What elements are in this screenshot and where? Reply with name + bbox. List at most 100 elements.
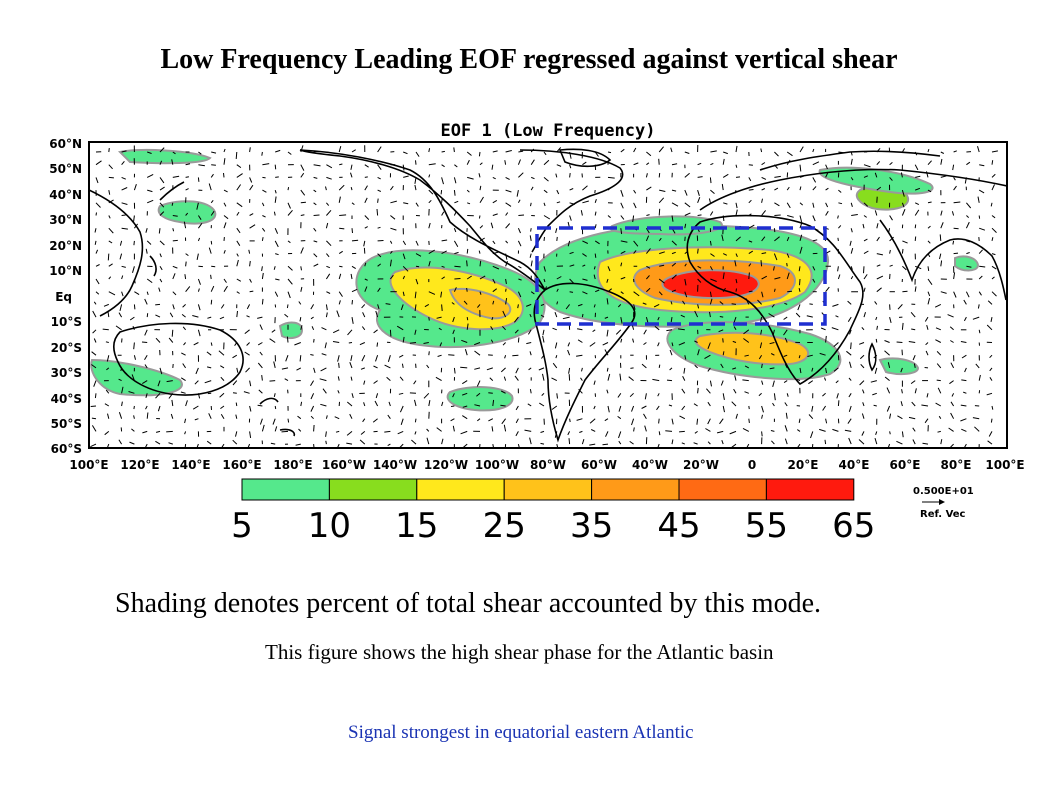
shear-vector [500,390,506,394]
shear-vector [517,443,520,448]
shear-vector [249,405,252,412]
shear-vector [364,164,369,168]
shear-vector [325,312,328,318]
shear-vector [697,304,700,309]
shear-vector [108,199,114,204]
shear-vector [926,393,929,398]
shear-vector [350,186,353,191]
shear-vector [236,291,240,294]
shear-vector [774,236,780,242]
shear-vector [607,176,615,179]
shear-vector [682,300,686,305]
shear-vector [159,253,162,258]
shear-vector [628,376,634,381]
shear-vector [657,443,660,448]
shear-vector [735,209,738,216]
shear-vector [310,415,314,420]
shear-vector [218,350,225,356]
shear-vector [825,335,827,343]
eof-figure: EOF 1 (Low Frequency) [49,121,1024,546]
shear-vector [709,211,714,216]
shear-vector [618,405,622,412]
shear-vector [541,354,545,359]
shear-vector [350,355,353,362]
shear-vector [453,211,457,216]
shear-vector [479,225,484,229]
shear-vector [351,228,353,234]
shear-vector [569,173,571,178]
shear-vector [723,151,728,155]
shear-vector [415,202,419,207]
shear-vector [95,291,100,295]
shear-vector [960,418,967,422]
shear-vector [197,215,202,220]
shear-vector [837,400,840,407]
shear-vector [783,354,788,357]
shear-vector [169,312,174,318]
shear-vector [466,323,469,330]
shear-vector [145,228,148,233]
shear-vector [184,444,187,448]
shear-vector [338,196,341,203]
shear-vector [403,202,409,205]
lat-label: 30°S [51,366,82,380]
shear-vector [105,341,109,343]
shear-vector [349,362,353,369]
shear-vector [556,189,560,195]
shear-vector [594,253,597,258]
shear-vector [121,150,127,153]
shear-vector [450,418,455,422]
shear-vector [582,278,588,281]
shear-vector [582,253,587,257]
shear-vector [247,443,251,448]
colorbar-swatch [591,478,680,501]
shear-vector [812,239,818,242]
shear-vector [705,428,711,432]
shear-vector [684,202,691,208]
shear-vector [313,227,317,232]
shear-vector [723,202,728,205]
shear-vector [718,329,724,333]
shear-vector [467,176,474,180]
shear-vector [236,164,242,169]
shear-vector [396,325,404,331]
shear-vector [107,311,110,318]
shear-vector [722,158,725,165]
shear-vector [986,324,993,331]
shear-vector [567,349,571,356]
shear-vector [875,431,878,435]
shear-vector [454,251,459,255]
shading-indian-east [878,357,920,376]
shear-vector [786,253,790,258]
shear-vector [964,367,967,373]
shear-vector [684,291,688,298]
shear-vector [146,278,153,284]
shear-vector [684,278,687,286]
shear-vector [409,342,417,344]
shear-vector [835,315,839,318]
shear-vector [462,443,468,448]
shear-vector [206,440,212,445]
shear-vector [414,177,417,184]
shear-vector [453,240,459,247]
shear-vector [682,375,686,381]
shear-vector [326,176,332,180]
shear-vector [732,367,737,370]
shear-vector [527,329,532,335]
shear-vector [351,393,354,399]
shear-vector [108,190,111,195]
shear-vector [411,439,417,445]
shear-vector [441,304,443,311]
coast-australia [112,322,244,396]
shear-vector [914,286,917,292]
shear-vector [147,189,153,193]
shear-vector [643,329,647,335]
shear-vector [812,161,820,166]
shear-vector [671,240,677,246]
shear-vector [337,376,340,381]
shear-vector [479,444,481,448]
shear-vector [172,304,175,310]
shear-vector [321,353,327,356]
shear-vector [658,173,661,178]
shear-vector [364,278,368,281]
